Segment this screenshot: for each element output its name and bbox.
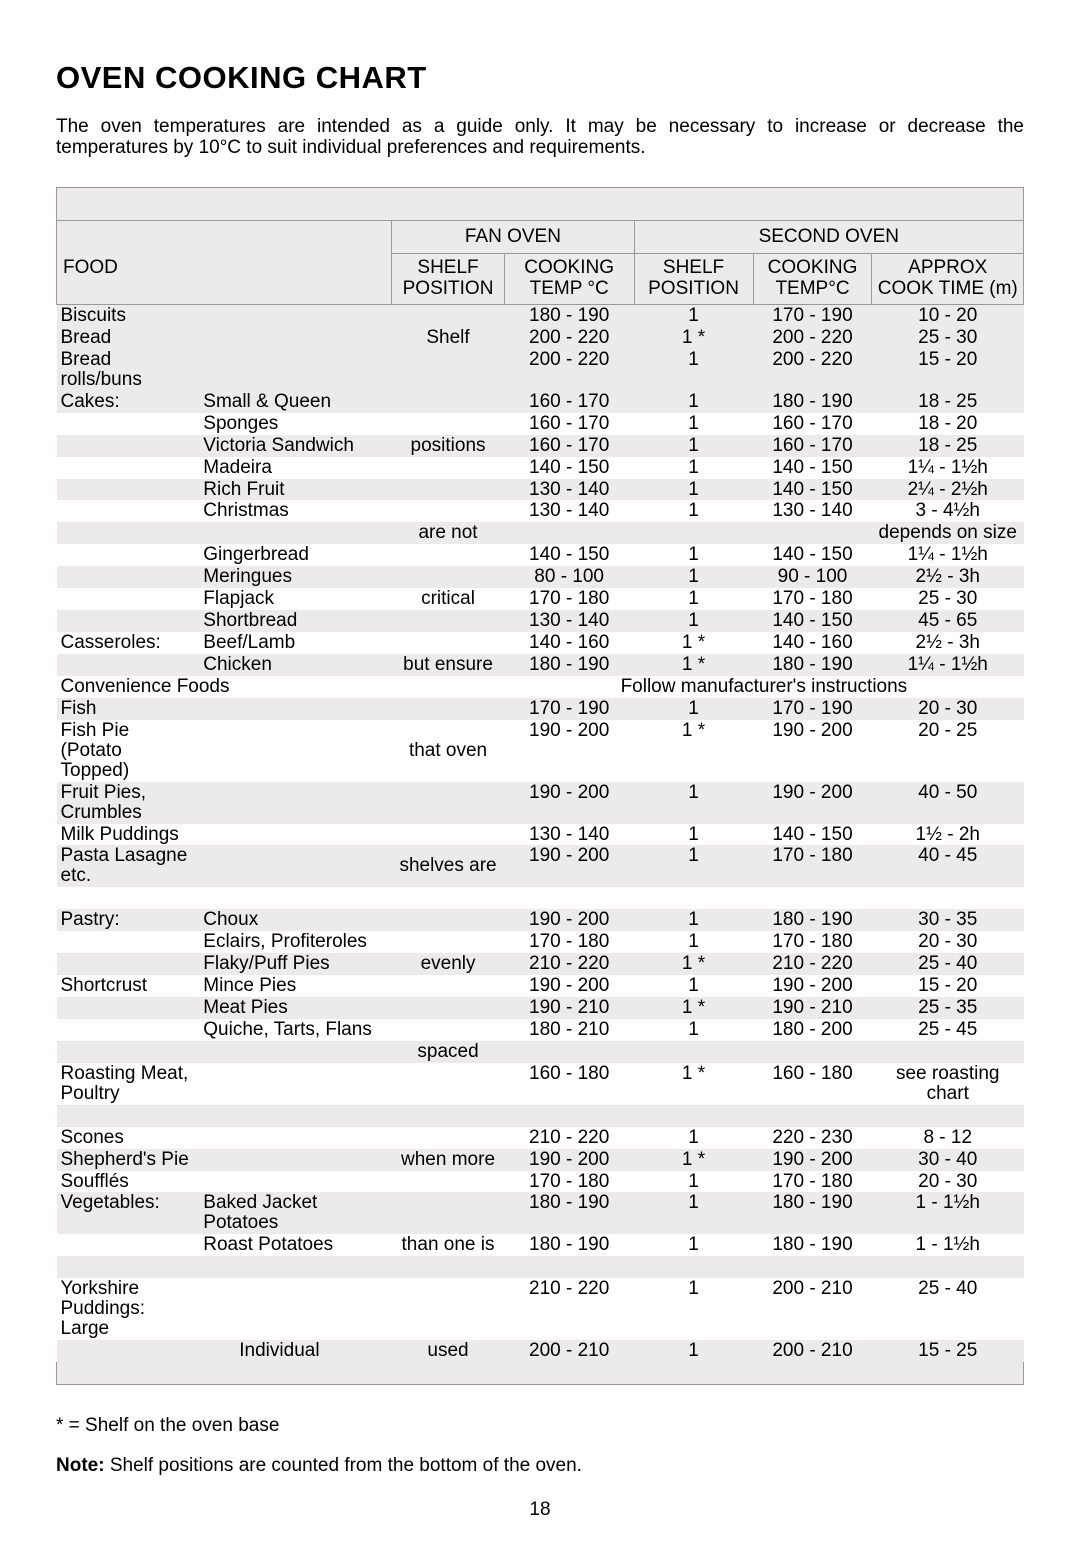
table-row: Biscuits180 - 1901170 - 19010 - 20 — [57, 305, 1024, 327]
table-row: Shortbread130 - 1401140 - 15045 - 65 — [57, 610, 1024, 632]
shelf-header-1: SHELFPOSITION — [392, 254, 504, 305]
temp-header-2: COOKINGTEMP°C — [753, 254, 872, 305]
time-header: APPROXCOOK TIME (m) — [872, 254, 1024, 305]
table-row: Rich Fruit130 - 1401140 - 1502¼ - 2½h — [57, 479, 1024, 501]
table-row: Roasting Meat, Poultry160 - 1801 *160 - … — [57, 1063, 1024, 1105]
table-row: Soufflés170 - 1801170 - 18020 - 30 — [57, 1171, 1024, 1193]
temp-header-1: COOKINGTEMP °C — [504, 254, 634, 305]
page-title: OVEN COOKING CHART — [56, 60, 1024, 96]
shelf-header-2: SHELFPOSITION — [634, 254, 753, 305]
food-header: FOOD — [57, 254, 392, 305]
table-row: Meat Pies190 - 2101 *190 - 21025 - 35 — [57, 997, 1024, 1019]
table-row: Flapjackcritical170 - 1801170 - 18025 - … — [57, 588, 1024, 610]
table-row: Victoria Sandwichpositions160 - 1701160 … — [57, 435, 1024, 457]
table-row: spaced — [57, 1041, 1024, 1063]
table-row: BreadShelf200 - 2201 *200 - 22025 - 30 — [57, 327, 1024, 349]
table-row: Casseroles:Beef/Lamb140 - 1601 *140 - 16… — [57, 632, 1024, 654]
page-number: 18 — [56, 1499, 1024, 1521]
table-row: Christmas130 - 1401130 - 1403 - 4½h — [57, 500, 1024, 522]
table-row: Pasta Lasagne etc.shelves are190 - 20011… — [57, 845, 1024, 887]
table-row: Convenience FoodsFollow manufacturer's i… — [57, 676, 1024, 698]
table-row: Roast Potatoesthan one is180 - 1901180 -… — [57, 1234, 1024, 1256]
cooking-chart-table: FAN OVEN SECOND OVEN FOOD SHELFPOSITION … — [56, 187, 1024, 1385]
footnote-note: Note: Shelf positions are counted from t… — [56, 1455, 1024, 1477]
footnote-asterisk: * = Shelf on the oven base — [56, 1415, 1024, 1437]
table-row — [57, 887, 1024, 909]
table-row: Eclairs, Profiteroles170 - 1801170 - 180… — [57, 931, 1024, 953]
table-row: Madeira140 - 1501140 - 1501¼ - 1½h — [57, 457, 1024, 479]
table-row — [57, 1105, 1024, 1127]
table-row: Individualused200 - 2101200 - 21015 - 25 — [57, 1340, 1024, 1362]
table-row: are notdepends on size — [57, 522, 1024, 544]
table-row: Scones210 - 2201220 - 2308 - 12 — [57, 1127, 1024, 1149]
table-row: ShortcrustMince Pies190 - 2001190 - 2001… — [57, 975, 1024, 997]
table-row: Meringues 80 - 1001 90 - 1002½ - 3h — [57, 566, 1024, 588]
second-oven-header: SECOND OVEN — [634, 221, 1023, 254]
fan-oven-header: FAN OVEN — [392, 221, 634, 254]
table-row: Milk Puddings130 - 1401140 - 1501½ - 2h — [57, 824, 1024, 846]
table-row: Fish170 - 1901170 - 19020 - 30 — [57, 698, 1024, 720]
table-row — [57, 1256, 1024, 1278]
table-row: Bread rolls/buns200 - 2201200 - 22015 - … — [57, 349, 1024, 391]
table-row: Flaky/Puff Piesevenly210 - 2201 *210 - 2… — [57, 953, 1024, 975]
table-row: Fruit Pies, Crumbles190 - 2001190 - 2004… — [57, 782, 1024, 824]
table-row: Pastry:Choux190 - 2001180 - 19030 - 35 — [57, 909, 1024, 931]
table-row: Shepherd's Piewhen more190 - 2001 *190 -… — [57, 1149, 1024, 1171]
intro-text: The oven temperatures are intended as a … — [56, 116, 1024, 160]
table-row: Sponges160 - 1701160 - 17018 - 20 — [57, 413, 1024, 435]
table-row: Vegetables:Baked Jacket Potatoes180 - 19… — [57, 1192, 1024, 1234]
table-row: Chickenbut ensure180 - 1901 *180 - 1901¼… — [57, 654, 1024, 676]
table-row: Yorkshire Puddings: Large210 - 2201200 -… — [57, 1278, 1024, 1340]
table-row: Quiche, Tarts, Flans180 - 2101180 - 2002… — [57, 1019, 1024, 1041]
table-row: Gingerbread140 - 1501140 - 1501¼ - 1½h — [57, 544, 1024, 566]
table-row: Fish Pie (Potato Topped)that oven190 - 2… — [57, 720, 1024, 782]
table-row: Cakes:Small & Queen160 - 1701180 - 19018… — [57, 391, 1024, 413]
